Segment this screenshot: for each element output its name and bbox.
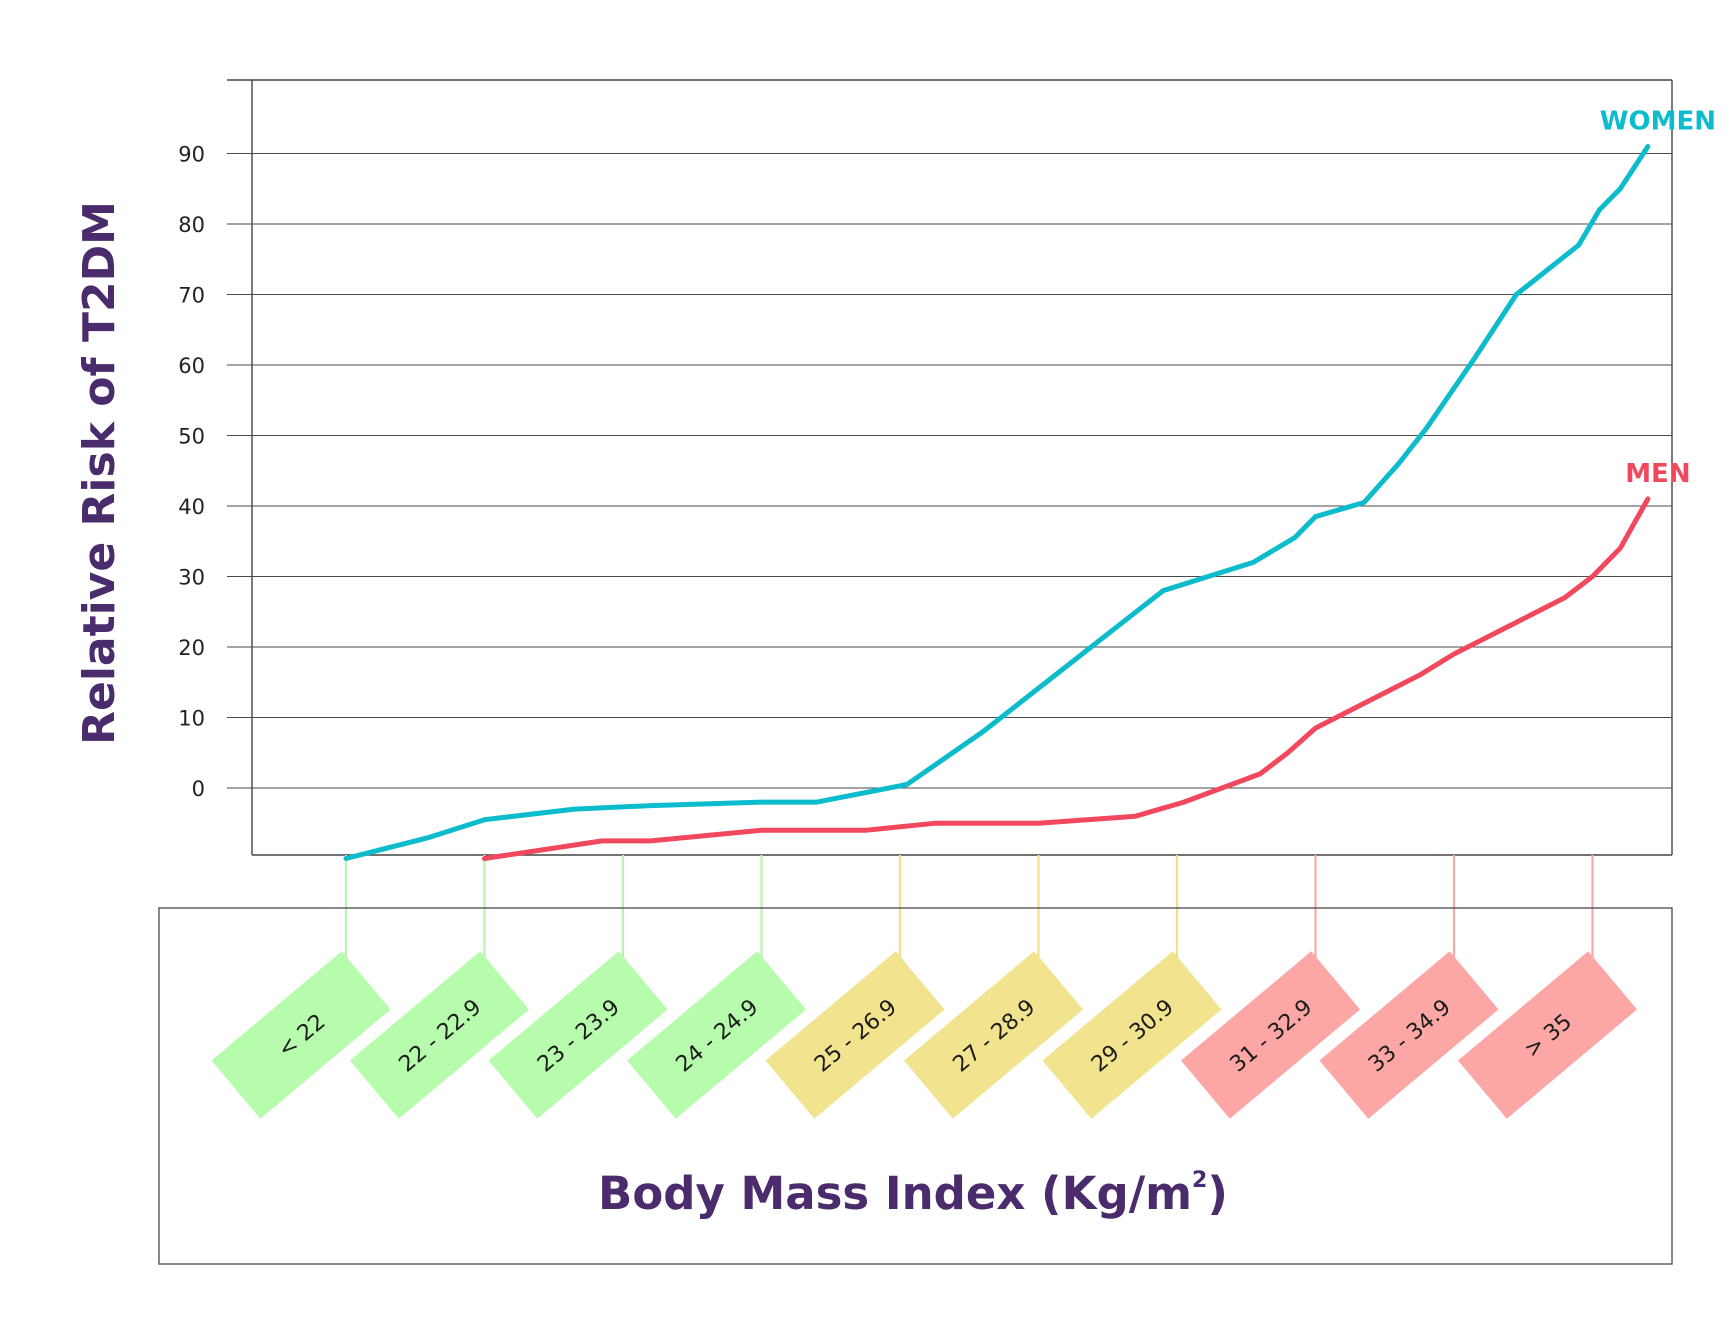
category-tag-shape: [349, 951, 530, 1119]
category-tags: < 22 22 - 22.9 23 - 23.9 24 - 24.9 25 - 26.9…: [211, 951, 1638, 1119]
category-tag: < 22: [211, 951, 391, 1119]
y-tick-label: 30: [178, 566, 205, 590]
plot-frame: [227, 79, 1673, 856]
y-tick-label: 40: [178, 495, 205, 519]
y-tick-label: 10: [178, 707, 205, 731]
category-tag: > 35: [1457, 951, 1638, 1119]
series-label-men: MEN: [1625, 459, 1690, 489]
series-line-men: [482, 496, 1651, 861]
category-tag-shape: [1042, 951, 1222, 1119]
gridlines: [227, 152, 1672, 789]
category-tag-shape: [488, 951, 668, 1119]
category-tag-shape: [765, 951, 945, 1119]
x-axis-label-main: Body Mass Index (Kg/m: [598, 1167, 1192, 1220]
y-tick-label: 70: [178, 284, 205, 308]
category-tag-shape: [1180, 951, 1361, 1119]
category-tag-shape: [211, 951, 391, 1119]
category-tag-shape: [1457, 951, 1638, 1119]
y-tick-label: 20: [178, 636, 205, 660]
series-label-women: WOMEN: [1600, 106, 1716, 136]
category-tag-shape: [1319, 951, 1499, 1119]
series-labels: WOMEN MEN: [1600, 106, 1716, 489]
series-lines: [343, 144, 1651, 861]
y-axis-label: Relative Risk of T2DM: [74, 201, 125, 745]
x-axis-label: Body Mass Index (Kg/m2): [598, 1167, 1228, 1220]
y-tick-label: 80: [178, 213, 205, 237]
y-tick-label: 60: [178, 354, 205, 378]
y-axis-ticks: 0 10 20 30 40 50 60 70 80 90: [178, 143, 205, 802]
y-tick-label: 90: [178, 143, 205, 167]
category-box: [158, 907, 1673, 1265]
x-axis-label-close: ): [1207, 1167, 1228, 1220]
category-tag-shape: [626, 951, 807, 1119]
series-line-women: [343, 144, 1651, 861]
y-tick-label: 0: [192, 777, 205, 801]
y-tick-label: 50: [178, 425, 205, 449]
category-tag-shape: [903, 951, 1084, 1119]
x-axis-label-superscript: 2: [1192, 1168, 1207, 1193]
